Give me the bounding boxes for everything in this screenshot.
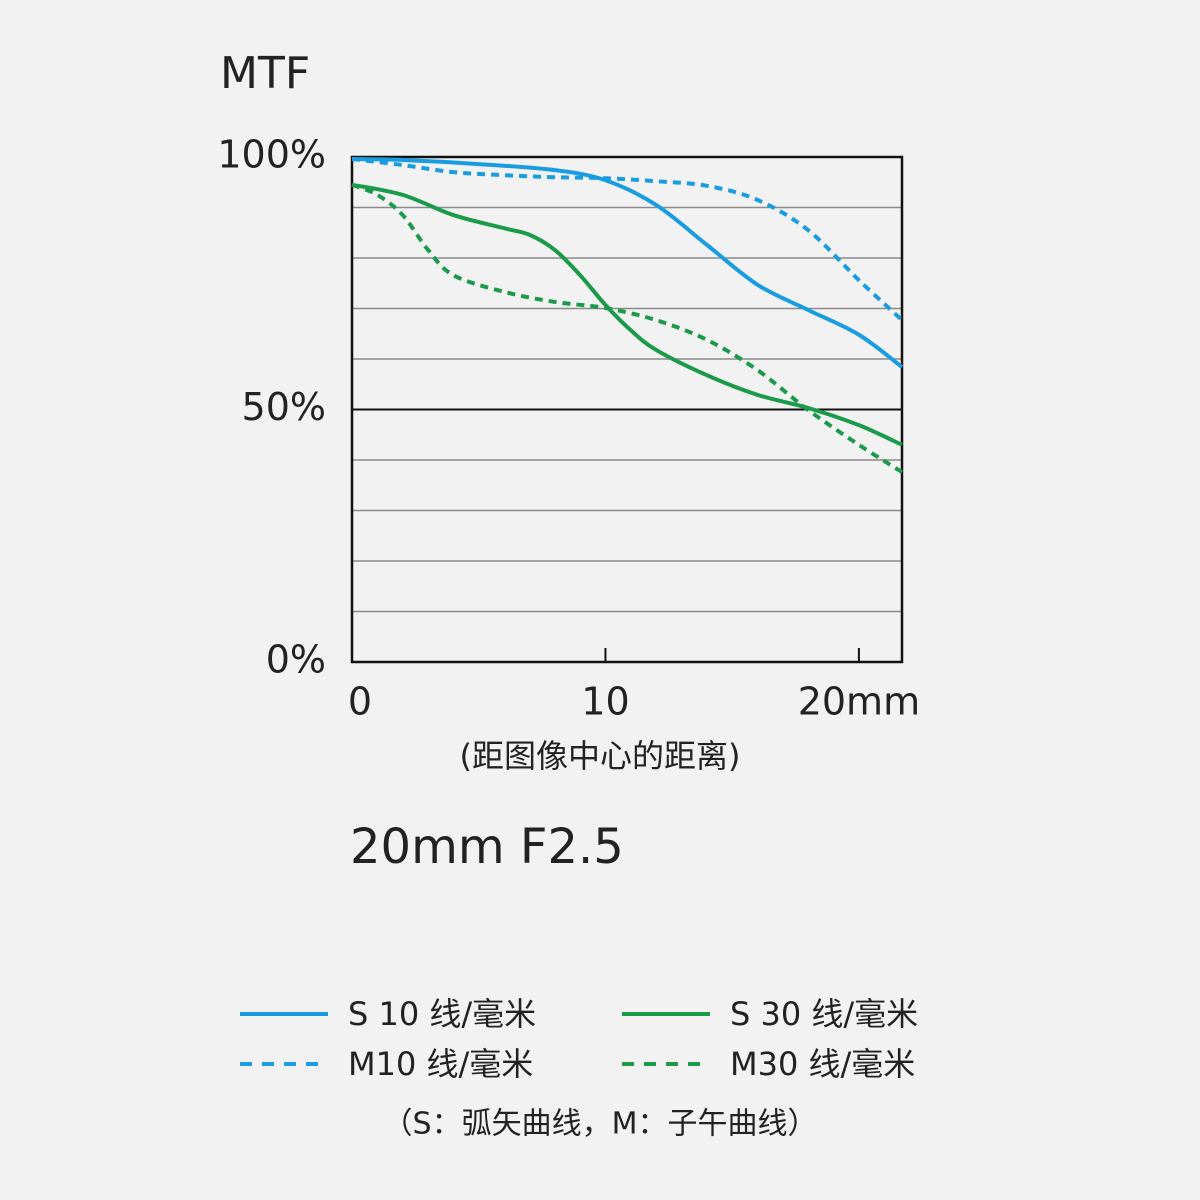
legend-label: S 30 线/毫米	[730, 995, 918, 1033]
series-line	[351, 182, 904, 474]
plot-frame	[350, 155, 904, 664]
x-axis-label: (距图像中心的距离)	[460, 737, 741, 775]
legend-label: M10 线/毫米	[348, 1045, 533, 1083]
legend-label: S 10 线/毫米	[348, 995, 536, 1033]
x-tick-label: 20mm	[798, 680, 920, 724]
y-tick-label: 100%	[217, 133, 326, 177]
series-line	[351, 182, 903, 447]
legend-label: M30 线/毫米	[730, 1045, 915, 1083]
chart-title: MTF	[220, 48, 310, 99]
x-tick-label: 0	[348, 680, 372, 724]
series-line	[351, 157, 904, 322]
y-tick-label: 50%	[242, 385, 326, 429]
subtitle: 20mm F2.5	[350, 819, 624, 875]
legend-note: （S：弧矢曲线，M：子午曲线）	[383, 1107, 818, 1142]
y-tick-label: 0%	[266, 638, 326, 682]
series-line	[351, 157, 904, 369]
x-tick-label: 10	[581, 680, 629, 724]
